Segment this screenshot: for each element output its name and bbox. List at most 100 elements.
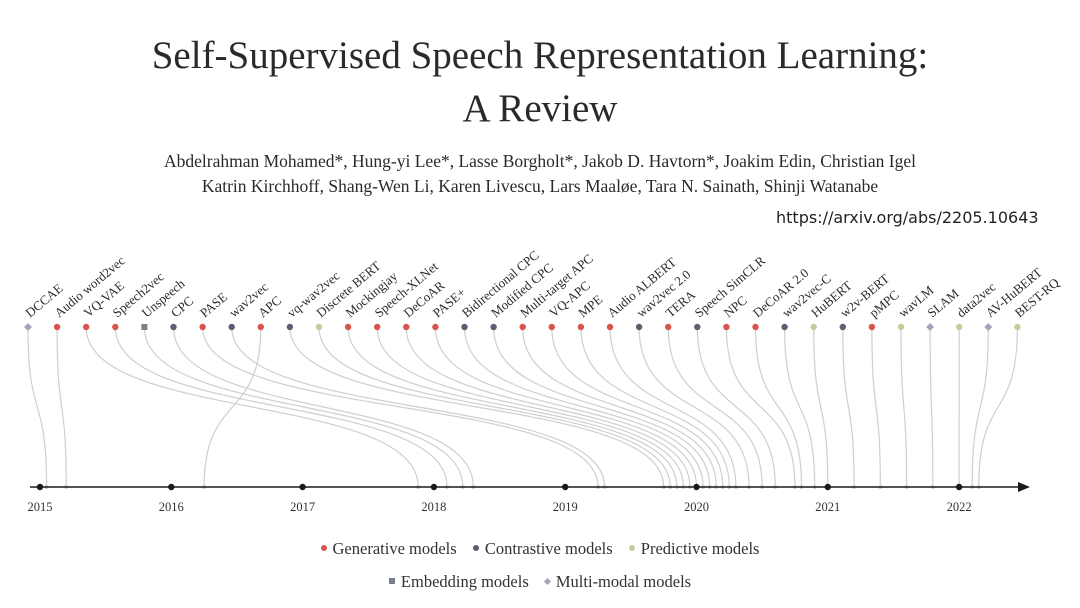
curve-wav2vec-2-0 — [638, 326, 750, 488]
curve-wav2vec — [231, 326, 606, 488]
marker-vq-apc — [548, 323, 555, 331]
legend-row-1: Generative models Contrastive models Pre… — [0, 539, 1080, 559]
curve-decoar — [405, 326, 691, 488]
legend-embedding-label: Embedding models — [400, 572, 529, 591]
marker-vq-vae — [83, 323, 90, 331]
year-tick-2018 — [430, 483, 438, 491]
year-tick-2021 — [824, 483, 831, 491]
marker-pase — [199, 323, 206, 331]
marker-mpe — [577, 323, 585, 331]
curve-vq-wav2vec — [289, 326, 665, 488]
marker-mockingjay — [344, 323, 352, 331]
authors-line-2: Katrin Kirchhoff, Shang-Wen Li, Karen Li… — [201, 176, 879, 196]
year-label-2021: 2021 — [815, 500, 840, 514]
marker-av-hubert — [984, 323, 993, 331]
marker-wav2vec-2-0 — [635, 323, 643, 331]
curve-speech2vec — [114, 326, 448, 488]
legend-row-2: Embedding models Multi-modal models — [0, 572, 1080, 592]
curve-w2v-bert — [842, 326, 855, 488]
curve-vq-vae — [85, 326, 419, 488]
year-label-2022: 2022 — [947, 500, 972, 514]
year-tick-2022 — [955, 483, 963, 491]
curve-mockingjay — [347, 326, 678, 488]
marker-tera — [665, 323, 672, 331]
curve-cpc — [172, 326, 474, 488]
year-label-2018: 2018 — [421, 500, 446, 514]
paper-title-line-1: Self-Supervised Speech Representation Le… — [151, 34, 929, 77]
curve-discrete-bert — [318, 326, 671, 488]
curve-apc — [203, 326, 262, 488]
marker-wavlm — [897, 323, 905, 331]
marker-vq-wav2vec — [286, 323, 294, 331]
marker-audio-word2vec — [53, 323, 61, 331]
curve-speech-simclr — [696, 326, 776, 488]
legend-predictive: Predictive models — [628, 539, 760, 559]
marker-data2vec — [956, 323, 963, 331]
year-tick-2016 — [168, 483, 175, 491]
embedding-marker-icon — [388, 578, 395, 585]
marker-multi-target-apc — [519, 323, 526, 331]
curve-vq-apc — [551, 326, 724, 488]
legend-embedding: Embedding models — [388, 572, 529, 592]
curve-audio-albert — [609, 326, 737, 488]
curve-tera — [667, 326, 763, 488]
curve-best-rq — [978, 326, 1018, 488]
marker-apc — [257, 323, 264, 331]
legend-generative-label: Generative models — [332, 539, 457, 558]
legend-predictive-label: Predictive models — [640, 539, 760, 558]
curve-modified-cpc — [493, 326, 711, 488]
marker-slam — [926, 323, 935, 331]
curve-multi-target-apc — [522, 326, 717, 488]
marker-unspeech — [141, 324, 148, 330]
marker-speech-xlnet — [374, 323, 381, 331]
legend-contrastive: Contrastive models — [472, 539, 613, 559]
year-label-2016: 2016 — [159, 500, 184, 514]
year-label-2017: 2017 — [290, 500, 315, 514]
year-tick-2019 — [562, 483, 569, 491]
curve-unspeech — [143, 326, 464, 488]
marker-wav2vec — [228, 323, 235, 331]
model-markers — [24, 323, 1021, 331]
legend-multimodal-label: Multi-modal models — [555, 572, 692, 591]
marker-speech-simclr — [694, 323, 701, 331]
authors-line-1: Abdelrahman Mohamed*, Hung-yi Lee*, Lass… — [163, 151, 917, 171]
curve-wavlm — [900, 326, 908, 488]
marker-decoar — [403, 323, 410, 331]
marker-npc — [723, 323, 730, 331]
marker-pase- — [432, 323, 439, 331]
year-label-2015: 2015 — [28, 500, 53, 514]
marker-dccae — [24, 323, 32, 331]
curve-npc — [725, 326, 796, 488]
label-pase: PASE — [197, 289, 230, 320]
legend-multimodal: Multi-modal models — [543, 572, 692, 592]
generative-marker-icon — [320, 545, 327, 552]
curve-av-hubert — [971, 326, 989, 488]
timeline-axis-arrow — [1018, 482, 1030, 492]
curve-bidirectional-cpc — [463, 326, 704, 488]
arxiv-url[interactable]: https://arxiv.org/abs/2205.10643 — [776, 208, 1039, 227]
year-tick-2020 — [693, 483, 700, 491]
curve-pase — [202, 326, 599, 488]
curve-decoar-2-0 — [754, 326, 803, 488]
year-label-2019: 2019 — [553, 500, 578, 514]
curve-speech-xlnet — [376, 326, 684, 488]
paper-title-line-2: A Review — [462, 87, 618, 130]
contrastive-marker-icon — [472, 545, 479, 552]
marker-discrete-bert — [315, 323, 323, 331]
marker-hubert — [810, 323, 817, 331]
year-ticks: 2015 2016 2017 2018 2019 2020 2021 2022 — [28, 483, 972, 514]
curve-mpe — [580, 326, 730, 488]
multimodal-marker-icon — [543, 577, 551, 585]
marker-audio-albert — [606, 323, 614, 331]
marker-decoar-2-0 — [752, 323, 759, 331]
curve-audio-word2vec — [56, 326, 67, 488]
timeline-curves — [27, 326, 1018, 489]
legend-generative: Generative models — [320, 539, 457, 559]
legend-contrastive-label: Contrastive models — [484, 539, 613, 558]
curve-wav2vec-c — [784, 326, 816, 488]
curve-hubert — [813, 326, 829, 488]
curve-slam — [929, 326, 934, 488]
marker-bidirectional-cpc — [461, 323, 468, 331]
